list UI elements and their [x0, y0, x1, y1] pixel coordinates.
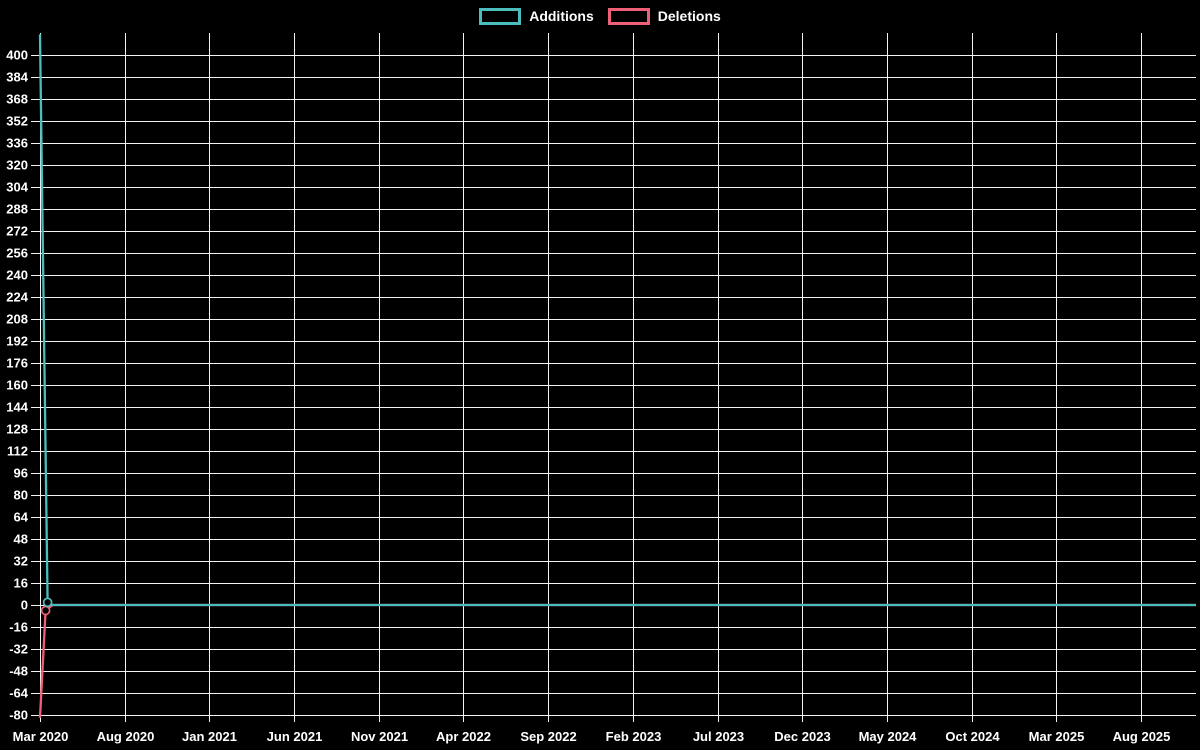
y-axis-tick-label: 304: [6, 180, 28, 195]
x-axis-tick-label: Oct 2024: [945, 729, 1000, 744]
x-axis-tick-label: Aug 2025: [1113, 729, 1171, 744]
legend-item-additions[interactable]: Additions: [479, 7, 594, 25]
y-axis-tick-label: 144: [6, 400, 28, 415]
series-line-deletions: [38, 603, 1196, 718]
y-axis-tick-label: 96: [14, 466, 28, 481]
x-axis-tick-label: Feb 2023: [606, 729, 662, 744]
y-axis-tick-label: 240: [6, 268, 28, 283]
x-axis-tick-label: Mar 2020: [13, 729, 69, 744]
y-axis-tick-label: 128: [6, 422, 28, 437]
x-axis-tick-label: Mar 2025: [1029, 729, 1085, 744]
y-axis-tick-label: 224: [6, 290, 28, 305]
y-axis-tick-label: 0: [21, 598, 28, 613]
y-axis-tick-label: 32: [14, 554, 28, 569]
x-axis-tick-label: Jul 2023: [693, 729, 744, 744]
y-axis-tick-label: -16: [9, 620, 28, 635]
y-axis-tick-label: 336: [6, 136, 28, 151]
y-axis-tick-label: 256: [6, 246, 28, 261]
x-axis-tick-label: Aug 2020: [97, 729, 155, 744]
chart-legend: Additions Deletions: [0, 7, 1200, 25]
deletions-swatch: [607, 7, 650, 25]
y-axis-tick-label: 48: [14, 532, 28, 547]
y-axis-tick-label: -64: [9, 686, 29, 701]
additions-swatch: [479, 7, 522, 25]
data-point-marker-deletions[interactable]: [40, 605, 51, 616]
y-axis-tick-label: 176: [6, 356, 28, 371]
y-axis-tick-label: 80: [14, 488, 28, 503]
data-point-marker-additions[interactable]: [42, 597, 53, 608]
x-axis-tick-label: Jan 2021: [182, 729, 237, 744]
y-axis-tick-label: -48: [9, 664, 28, 679]
legend-item-deletions[interactable]: Deletions: [607, 7, 721, 25]
x-axis-tick-label: Dec 2023: [774, 729, 830, 744]
y-axis-tick-label: -32: [9, 642, 28, 657]
x-axis-tick-label: Apr 2022: [436, 729, 491, 744]
y-axis-tick-label: 192: [6, 334, 28, 349]
y-axis-tick-label: 320: [6, 158, 28, 173]
x-axis-tick-label: Sep 2022: [520, 729, 576, 744]
x-axis-tick-label: Jun 2021: [267, 729, 323, 744]
y-axis-tick-label: 208: [6, 312, 28, 327]
y-axis-tick-label: 64: [14, 510, 29, 525]
additions-legend-label: Additions: [529, 8, 594, 24]
x-axis-tick-label: Nov 2021: [351, 729, 408, 744]
y-axis-tick-label: 288: [6, 202, 28, 217]
y-axis-tick-label: 112: [7, 444, 28, 459]
deletions-legend-label: Deletions: [657, 8, 721, 24]
y-axis-tick-label: 160: [6, 378, 28, 393]
y-axis-tick-label: -80: [9, 708, 28, 723]
y-axis-tick-label: 400: [6, 48, 28, 63]
y-axis-tick-label: 384: [6, 70, 28, 85]
y-axis-tick-label: 16: [14, 576, 28, 591]
x-axis-tick-label: May 2024: [859, 729, 918, 744]
y-axis-tick-label: 272: [6, 224, 28, 239]
y-axis-tick-label: 368: [6, 92, 28, 107]
y-axis-tick-label: 352: [6, 114, 28, 129]
